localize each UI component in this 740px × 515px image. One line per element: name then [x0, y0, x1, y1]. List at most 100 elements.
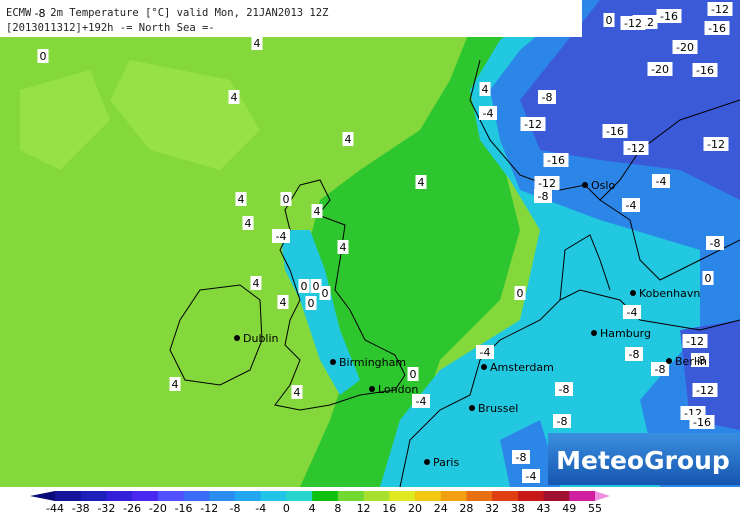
city-dot — [481, 364, 487, 370]
contour-label-box — [534, 189, 552, 203]
contour-label-box — [703, 137, 729, 151]
contour-label: -8 — [559, 383, 570, 396]
contour-label: -12 — [686, 335, 704, 348]
colorbar-swatch — [286, 491, 313, 501]
contour-label-box — [538, 90, 556, 104]
contour-label-box — [479, 106, 497, 120]
contour-label-box — [280, 192, 292, 206]
contour-label-box — [342, 132, 354, 146]
city-label: Paris — [433, 456, 459, 469]
colorbar-tick-label: -12 — [200, 502, 218, 515]
city-dot — [666, 358, 672, 364]
contour-label-box — [242, 216, 254, 230]
colorbar-tick-label: 4 — [309, 502, 316, 515]
contour-label-box — [228, 90, 240, 104]
contour-label: -8 — [538, 190, 549, 203]
coastline — [274, 179, 406, 411]
contour-label-box — [415, 175, 427, 189]
warm-area — [20, 60, 260, 170]
colorbar-swatch — [440, 491, 467, 501]
contour-label-box — [603, 13, 615, 27]
contour-label: 4 — [245, 217, 252, 230]
contour-label: -8 — [542, 91, 553, 104]
contour-label-box — [672, 40, 698, 54]
contour-label: 4 — [254, 37, 261, 50]
contour-label-box — [555, 382, 573, 396]
colorbar-swatch — [389, 491, 416, 501]
colorbar-tick-label: -32 — [97, 502, 115, 515]
contour-label-box — [622, 198, 640, 212]
contour-label: 0 — [301, 280, 308, 293]
contour-label: -16 — [708, 22, 726, 35]
contour-label-box — [235, 192, 247, 206]
contour-label-box — [479, 82, 491, 96]
contour-label-box — [37, 49, 49, 63]
contour-label-box — [520, 117, 546, 131]
colorbar-tick-label: -44 — [46, 502, 64, 515]
city-dot — [424, 459, 430, 465]
contour-label: 0 — [705, 272, 712, 285]
city-label: Kobenhavn — [639, 287, 700, 300]
contour-label: -16 — [547, 154, 565, 167]
contour-label: -16 — [696, 64, 714, 77]
contour-label-box — [337, 240, 349, 254]
city-label: Berlin — [675, 355, 707, 368]
contour-label: -4 — [416, 395, 427, 408]
colorbar-tick-label: 28 — [459, 502, 473, 515]
contour-label-box — [625, 347, 643, 361]
contour-label-box — [534, 176, 560, 190]
colorbar-tick-label: 43 — [537, 502, 551, 515]
contour-label: 0 — [313, 280, 320, 293]
city-dot — [582, 182, 588, 188]
contour-label: -4 — [526, 470, 537, 483]
colorbar-tick-label: -20 — [149, 502, 167, 515]
city-dot — [369, 386, 375, 392]
coastline — [399, 289, 740, 488]
contour-label: 4 — [340, 241, 347, 254]
header-subtitle: [2013011312]+192h -= North Sea =- — [6, 22, 215, 34]
contour-label-box — [512, 450, 530, 464]
contour-label-box — [623, 305, 641, 319]
contour-label: 0 — [322, 287, 329, 300]
colorbar-tick-label: 0 — [283, 502, 290, 515]
colorbar-swatch — [235, 491, 262, 501]
contour-label-box — [514, 286, 526, 300]
contour-label: -8 — [695, 354, 706, 367]
contour-label: -8 — [710, 237, 721, 250]
colorbar: -44 -38 -32 -26 -20 -16 -12 -8 -4 0 4 8 12 16 20 24 28 32… — [30, 491, 610, 515]
contour-label: 4 — [418, 176, 425, 189]
coastline — [169, 284, 263, 386]
city-label: Birmingham — [339, 356, 406, 369]
contour-label: 4 — [314, 205, 321, 218]
contour-label-box — [476, 345, 494, 359]
contour-label-box — [291, 385, 303, 399]
contour-label: -8 — [629, 348, 640, 361]
city-dot — [630, 290, 636, 296]
contour-label: 4 — [238, 193, 245, 206]
colorbar-tick-label: 12 — [357, 502, 371, 515]
contour-label: 0 — [308, 297, 315, 310]
contour-label: -16 — [606, 125, 624, 138]
contour-label: 4 — [231, 91, 238, 104]
city-label: Hamburg — [600, 327, 651, 340]
contour-label: -4 — [626, 199, 637, 212]
colorbar-swatch — [157, 491, 185, 501]
cities: Oslo Kobenhavn Hamburg Berlin Amsterdam Londo… — [234, 179, 707, 469]
colorbar-swatch — [260, 491, 287, 501]
contour-label-box — [250, 276, 262, 290]
contour-label: -8 — [557, 415, 568, 428]
coldest-band — [520, 0, 740, 430]
city-label: Brussel — [478, 402, 518, 415]
header-box — [0, 0, 582, 37]
contour-label-box — [277, 295, 289, 309]
contour-label-box — [623, 141, 649, 155]
contour-label-box — [691, 353, 709, 367]
contour-label: -4 — [480, 346, 491, 359]
contour-label: -12 — [538, 177, 556, 190]
colorbar-tick-label: 16 — [382, 502, 396, 515]
logo-box — [548, 433, 740, 485]
contour-label-box — [682, 334, 708, 348]
contour-label-box — [169, 377, 181, 391]
coastline — [559, 199, 740, 301]
